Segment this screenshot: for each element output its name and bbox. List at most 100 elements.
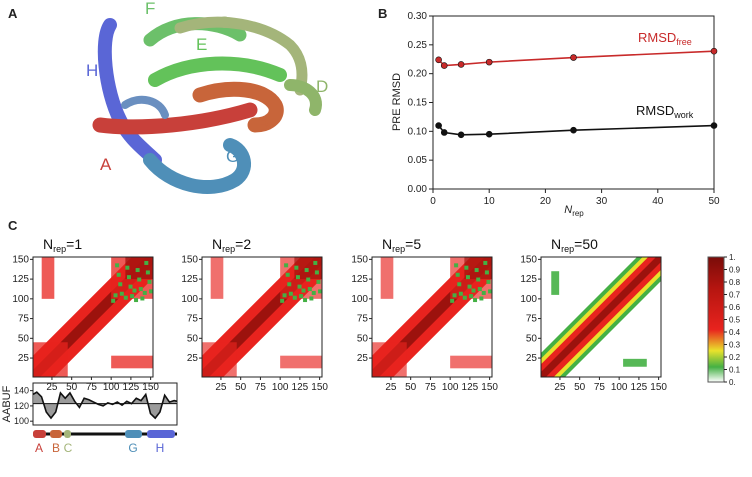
- y-tick-label: 75: [357, 314, 369, 325]
- colorbar-gradient: [707, 256, 725, 383]
- contact-speck: [149, 289, 153, 294]
- panel-label-c: C: [8, 218, 18, 233]
- helix-ribbon-d: [284, 79, 322, 116]
- contact-speck: [115, 263, 120, 268]
- x-tick-label: 75: [425, 382, 437, 393]
- contact-speck: [144, 260, 149, 265]
- x-tick-label: 40: [652, 196, 664, 207]
- map-frame: [371, 256, 493, 378]
- y-tick-label: 0.30: [408, 11, 428, 22]
- aabuf-line: [32, 391, 178, 420]
- contact-speck: [473, 298, 478, 303]
- x-tick-label: 100: [103, 382, 120, 393]
- y-tick-label: 150: [181, 254, 198, 265]
- contact-speck: [123, 295, 128, 300]
- x-tick-label: 25: [215, 382, 227, 393]
- helix-ribbon-a: [92, 102, 258, 135]
- x-tick-label: 150: [311, 382, 328, 393]
- data-point: [710, 47, 718, 55]
- contact-speck: [313, 260, 318, 265]
- x-tick-label: 100: [272, 382, 289, 393]
- helix-bar-label-g: G: [128, 441, 137, 455]
- contact-speck: [292, 295, 297, 300]
- helix-label-f: F: [145, 0, 155, 18]
- contact-speck: [128, 284, 133, 289]
- contact-speck: [455, 272, 460, 277]
- rmsd-line-chart: 0.00 0.05 0.10 0.15 0.20 0.25 0.30 0 10 20 30 40 50…: [391, 11, 720, 218]
- helix-ribbon-h: [97, 18, 162, 167]
- helix-ribbon-e: [148, 56, 287, 87]
- contact-block: [33, 342, 68, 377]
- y-tick-label: 0.20: [408, 69, 428, 80]
- contact-speck: [116, 272, 121, 277]
- map-title: Nrep=50: [551, 236, 598, 254]
- contact-speck: [476, 277, 481, 282]
- contact-block: [551, 271, 560, 295]
- map-cells: [541, 257, 661, 377]
- contact-speck: [147, 279, 152, 284]
- y-tick-label: 25: [357, 353, 369, 364]
- aabuf-ylabel: AABUF: [1, 385, 13, 422]
- colorbar-tick-label: 0.5: [729, 316, 741, 325]
- colorbar-tick-label: 0.: [729, 378, 736, 387]
- contact-speck: [301, 288, 306, 293]
- contact-speck: [295, 275, 300, 280]
- helix-bar-label-a: A: [35, 441, 43, 455]
- data-point: [435, 56, 442, 64]
- data-point: [570, 54, 577, 61]
- helix-bar: A B C G H: [33, 430, 177, 455]
- contact-speck: [469, 294, 474, 299]
- colorbar: 1. 0.9 0.8 0.7 0.6 0.5 0.4 0.3 0.2 0.1 0.: [707, 253, 741, 387]
- contact-speck: [297, 284, 302, 289]
- contact-speck: [137, 277, 142, 282]
- x-tick-label: 0: [430, 196, 436, 207]
- contact-speck: [462, 295, 467, 300]
- contact-speck: [303, 298, 308, 303]
- contact-speck: [314, 270, 319, 275]
- contact-speck: [311, 290, 316, 295]
- y-tick-label: 0.25: [408, 40, 428, 51]
- y-tick-label: 0.00: [408, 184, 428, 195]
- contact-speck: [464, 265, 469, 270]
- x-axis-title: Nrep: [564, 204, 584, 218]
- helix-label-c: C: [218, 13, 230, 32]
- x-tick-label: 150: [481, 382, 498, 393]
- contact-speck: [280, 298, 285, 303]
- colorbar-tick-label: 0.4: [729, 328, 741, 337]
- colorbar-ticks: 1. 0.9 0.8 0.7 0.6 0.5 0.4 0.3 0.2 0.1 0.: [724, 253, 741, 387]
- contact-speck: [309, 296, 314, 301]
- x-tick-label: 100: [442, 382, 459, 393]
- x-tick-label: 25: [46, 382, 58, 393]
- helix-segment-b: [50, 430, 62, 438]
- aabuf-y-axis: 140 120 100: [14, 386, 33, 426]
- y-tick-label: 75: [18, 314, 30, 325]
- contact-block: [280, 355, 322, 369]
- y-tick-label: 100: [181, 294, 198, 305]
- x-tick-label: 30: [596, 196, 608, 207]
- diagonal-band-core: [541, 257, 661, 377]
- contact-speck: [488, 289, 492, 294]
- contact-speck: [288, 291, 293, 296]
- helix-bar-label-h: H: [156, 441, 165, 455]
- series-group: [435, 47, 718, 139]
- helix-label-a: A: [100, 155, 112, 174]
- contact-speck: [465, 275, 470, 280]
- contact-maps: Nrep=125 50 75 100 125 150150125100755025Nrep…: [12, 236, 667, 393]
- y-tick-label: 150: [351, 254, 368, 265]
- contact-speck: [474, 268, 479, 273]
- colorbar-tick-label: 0.3: [729, 341, 741, 350]
- x-tick-label: 75: [594, 382, 606, 393]
- x-tick-label: 75: [255, 382, 267, 393]
- helix-label-g: G: [226, 147, 239, 166]
- map-title: Nrep=1: [43, 236, 82, 254]
- aabuf-area: [32, 391, 178, 420]
- y-tick-label: 75: [526, 314, 538, 325]
- contact-speck: [145, 270, 150, 275]
- panel-label-a: A: [8, 6, 18, 21]
- contact-speck: [486, 279, 491, 284]
